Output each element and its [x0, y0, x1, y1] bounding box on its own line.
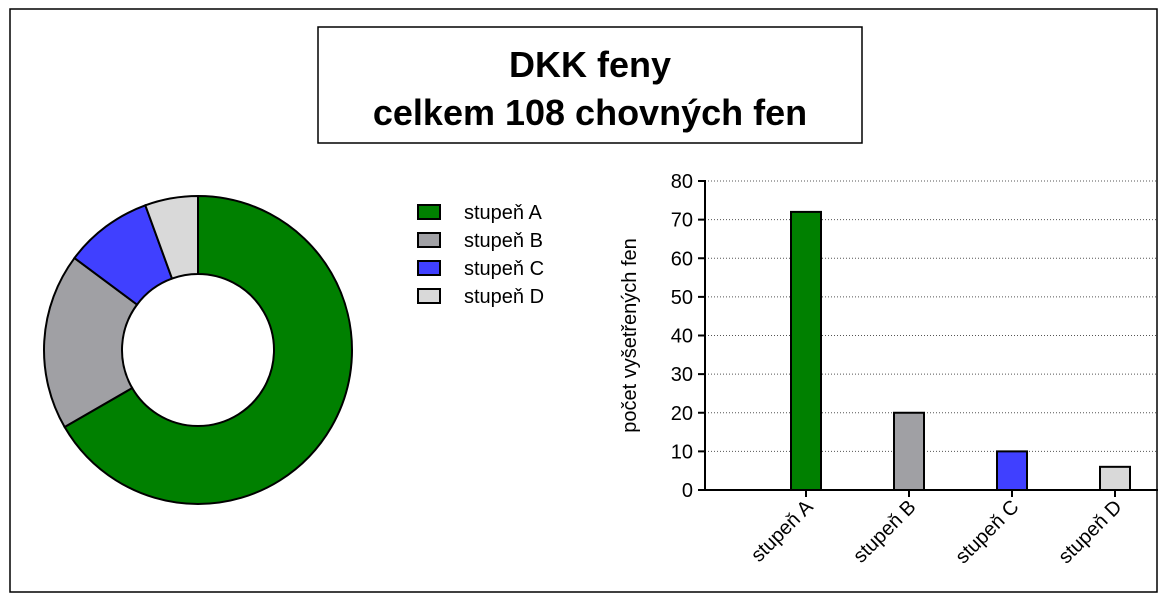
pie-segment [63, 194, 353, 505]
y-tick-label: 50 [671, 287, 693, 309]
pie-segment [43, 256, 139, 429]
legend-swatch [417, 260, 441, 276]
legend-label: stupeň C [464, 258, 544, 280]
y-tick-label: 40 [671, 326, 693, 348]
pie-segment [144, 194, 199, 280]
y-tick-label: 20 [671, 403, 693, 425]
title-line: celkem 108 chovných fen [373, 92, 807, 133]
y-tick-label: 0 [682, 480, 693, 502]
legend-swatch [417, 232, 441, 248]
legend-label: stupeň A [464, 202, 543, 224]
title-line: DKK feny [509, 44, 671, 85]
y-tick-label: 80 [671, 171, 693, 193]
legend-swatch [417, 204, 441, 220]
y-tick-label: 10 [671, 441, 693, 463]
legend-label: stupeň D [464, 286, 544, 308]
y-tick-label: 30 [671, 364, 693, 386]
bar [1099, 465, 1131, 492]
legend-label: stupeň B [464, 230, 543, 252]
bar [893, 411, 925, 491]
y-axis-label: počet vyšetřených fen [619, 238, 641, 433]
y-tick-label: 60 [671, 248, 693, 270]
title-box [317, 26, 863, 144]
bar [996, 450, 1028, 491]
bar [790, 210, 822, 491]
legend-swatch [417, 288, 441, 304]
y-tick-label: 70 [671, 210, 693, 232]
